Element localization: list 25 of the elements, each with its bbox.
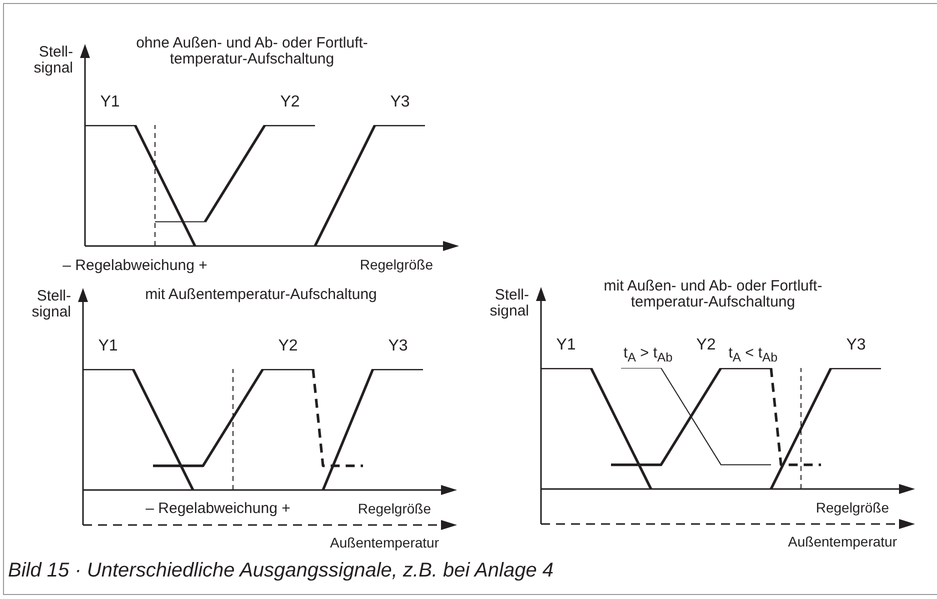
series-label: Y3 [846, 336, 866, 354]
series-label: Y1 [98, 338, 118, 356]
text: – Regelabweichung + [146, 500, 290, 518]
x-axis-title: Regelgröße [358, 500, 431, 517]
x-axis-title: Regelgröße [816, 500, 889, 516]
text: t$_{A}$ > t$_{Ab}$ [623, 344, 673, 365]
series-label: Y2 [278, 338, 298, 356]
y-axis-title: Stell- signal [490, 286, 529, 319]
series-label: Y1 [100, 94, 120, 112]
x2-axis-title: Außentemperatur [788, 534, 897, 550]
chart-title: mit Außentemperatur-Aufschaltung [145, 286, 377, 304]
chart-title: ohne Außen- und Ab- oder Fortluft- temperatur-Aufschaltung [136, 34, 368, 67]
series-label: Y1 [556, 336, 576, 354]
text: t$_{A}$ < t$_{Ab}$ [728, 344, 778, 365]
series-label: Y2 [280, 94, 300, 112]
chart-title: mit Außen- und Ab- oder Fortluft- temperatur-Aufschaltung [604, 277, 822, 310]
text: – Regelabweichung + [62, 257, 208, 274]
text: Bild 15 · Unterschiedliche Ausgangssignale, z.B. bei Anlage 4 [8, 560, 554, 582]
series-label: Y2 [696, 336, 716, 354]
x2-axis-title: Außentemperatur [330, 534, 439, 551]
x-axis-title: Regelgröße [360, 256, 433, 273]
series-label: Y3 [388, 338, 408, 356]
y-axis-title: Stell- signal [34, 43, 73, 76]
y-axis-title: Stell- signal [32, 287, 71, 320]
series-label: Y3 [390, 94, 410, 112]
